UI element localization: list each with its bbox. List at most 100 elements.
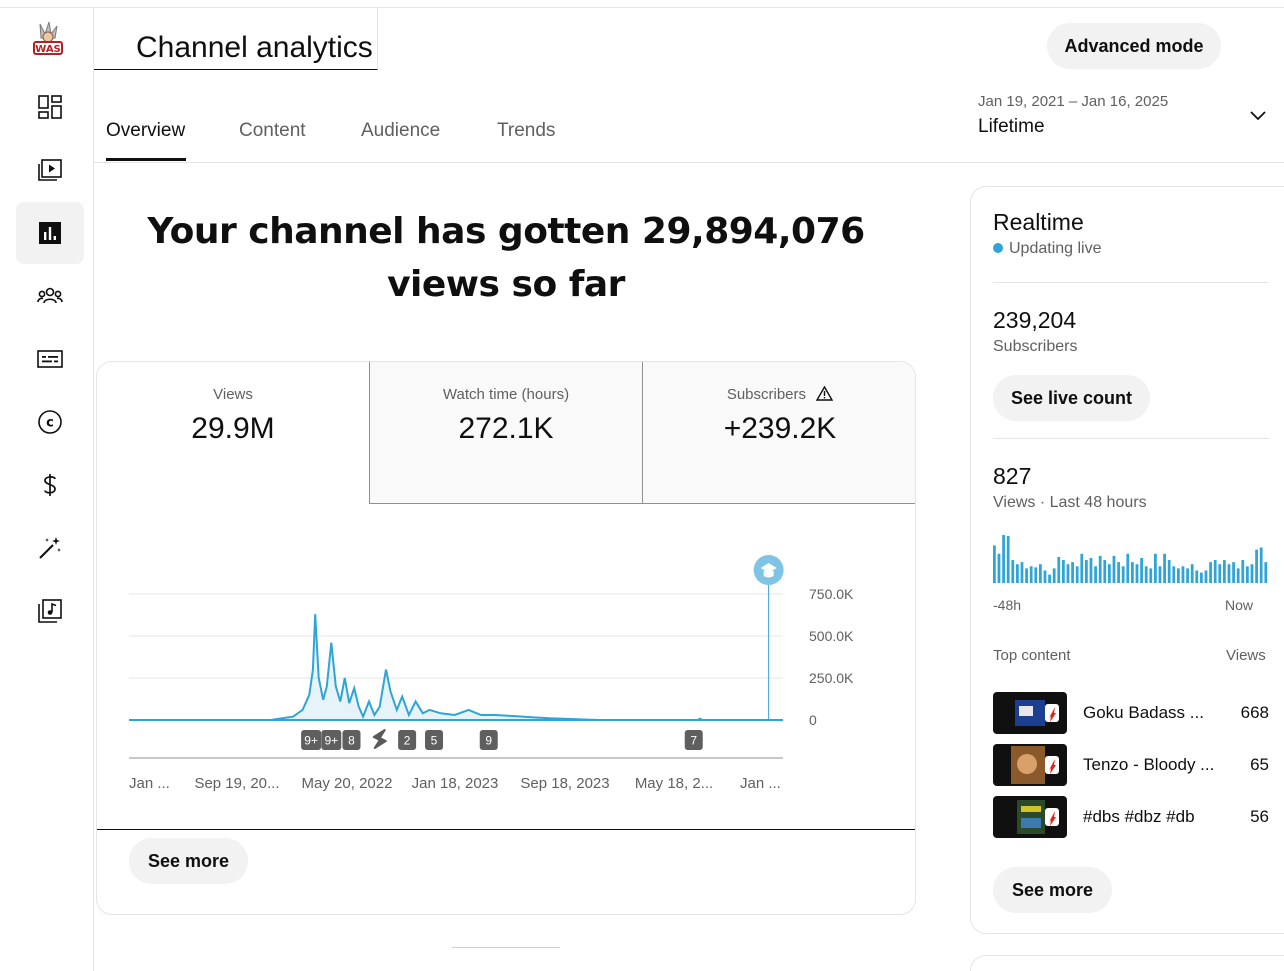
realtime-bar (1039, 564, 1042, 583)
realtime-bar (1232, 562, 1235, 583)
sidebar-item-subtitles[interactable] (16, 328, 84, 390)
top-content-item[interactable]: #dbs #dbz #db 56 (993, 796, 1269, 838)
metric-tab-views[interactable]: Views 29.9M (97, 362, 369, 504)
realtime-status-text: Updating live (1009, 240, 1102, 257)
date-range-picker[interactable]: Jan 19, 2021 – Jan 16, 2025 Lifetime (978, 92, 1278, 146)
tab-overview[interactable]: Overview (106, 120, 186, 141)
realtime-bar (1172, 566, 1176, 583)
next-card (970, 955, 1284, 971)
sidebar-item-earn[interactable] (16, 454, 84, 516)
realtime-bar (1071, 562, 1074, 583)
annotation-badge-label: 5 (431, 734, 438, 748)
sidebar-item-content[interactable] (16, 139, 84, 201)
subtitles-icon (37, 350, 63, 368)
top-content-title: Tenzo - Bloody ... (1083, 755, 1215, 774)
sidebar-item-analytics[interactable] (16, 202, 84, 264)
realtime-bar (1011, 560, 1015, 583)
realtime-bar (1098, 555, 1102, 583)
page-title: Channel analytics (94, 8, 378, 70)
metric-subscribers-label: Subscribers (726, 386, 807, 403)
metric-tab-watch-time[interactable]: Watch time (hours) 272.1K (369, 362, 643, 504)
annotation-badge (479, 730, 498, 750)
realtime-bar (1006, 536, 1010, 583)
realtime-bar (1204, 570, 1208, 583)
date-range-label: Lifetime (978, 116, 1045, 137)
top-content-item[interactable]: Goku Badass ... 668 (993, 692, 1269, 734)
y-tick-label: 500.0K (809, 628, 854, 644)
realtime-status: Updating live (993, 240, 1102, 258)
customization-icon (39, 537, 61, 559)
active-tab-indicator (106, 158, 186, 161)
video-thumbnail-image (993, 744, 1067, 786)
video-thumbnail (993, 692, 1067, 734)
shorts-icon (372, 729, 387, 749)
realtime-bar (1200, 572, 1203, 583)
tab-content[interactable]: Content (239, 120, 306, 141)
realtime-bar (1080, 553, 1084, 583)
sidebar-item-dashboard[interactable] (16, 76, 84, 138)
x-tick-label: Sep 18, 2023 (520, 775, 609, 792)
svg-text:c: c (46, 416, 54, 431)
realtime-bar (1140, 557, 1143, 583)
divider (993, 438, 1269, 439)
realtime-bar (1085, 560, 1088, 583)
x-tick-label: Jan ... (129, 775, 170, 792)
realtime-bar (1057, 556, 1061, 583)
tab-trends[interactable]: Trends (497, 120, 556, 141)
x-tick-label: Jan ... (740, 775, 781, 792)
realtime-bar (1135, 564, 1139, 583)
analytics-icon (39, 222, 61, 244)
top-content-views: 56 (1250, 807, 1269, 826)
sidebar-item-audio-library[interactable] (16, 580, 84, 642)
channel-logo-icon: WAS (33, 21, 63, 55)
top-content-label: Top content (993, 647, 1071, 664)
realtime-bar (1029, 566, 1033, 583)
tab-audience[interactable]: Audience (361, 120, 441, 141)
advanced-mode-button[interactable]: Advanced mode (1047, 23, 1221, 69)
realtime-bar (1020, 562, 1024, 583)
y-tick-label: 750.0K (809, 586, 854, 602)
top-content-views: 65 (1250, 755, 1269, 774)
top-content-title: Goku Badass ... (1083, 703, 1204, 722)
annotation-badge (342, 730, 361, 750)
realtime-bar (1108, 564, 1111, 583)
views-headline: Your channel has gotten 29,894,076 views… (147, 211, 865, 305)
realtime-bar (993, 545, 996, 583)
realtime-see-more-button[interactable]: See more (993, 867, 1112, 913)
realtime-axis-start: -48h (993, 597, 1022, 613)
x-tick-label: May 18, 2... (635, 775, 713, 792)
realtime-bar (1227, 564, 1231, 583)
realtime-card: Realtime Updating live 239,204 Subscribe… (970, 186, 1284, 934)
y-tick-label: 0 (809, 712, 817, 728)
video-thumbnail-image (993, 692, 1067, 734)
metric-watch-time-label: Watch time (hours) (442, 386, 570, 403)
x-tick-label: May 20, 2022 (302, 775, 393, 792)
realtime-bar (1213, 560, 1217, 583)
realtime-bar (1002, 535, 1005, 583)
y-tick-label: 250.0K (809, 670, 854, 686)
channel-logo[interactable]: WAS (31, 20, 65, 60)
realtime-bar (1025, 568, 1028, 583)
realtime-views-label: Views · Last 48 hours (993, 494, 1147, 511)
metric-subscribers-label-row: Subscribers (643, 386, 915, 403)
community-icon (37, 287, 63, 304)
metric-subscribers-value: +239.2K (723, 412, 837, 445)
content-icon (38, 159, 62, 181)
realtime-bar (1126, 553, 1130, 583)
series-line (129, 614, 783, 721)
sidebar-item-community[interactable] (16, 265, 84, 327)
metric-views-label: Views (213, 386, 253, 403)
warning-icon[interactable] (816, 386, 834, 401)
sidebar-item-copyright[interactable]: c (16, 391, 84, 453)
realtime-bar (1154, 553, 1157, 583)
sidebar-item-customization[interactable] (16, 517, 84, 579)
metric-tab-subscribers[interactable]: Subscribers +239.2K (643, 362, 915, 504)
see-more-button[interactable]: See more (129, 838, 248, 884)
realtime-bar (1181, 566, 1185, 583)
realtime-bar (1167, 560, 1171, 583)
top-content-item[interactable]: Tenzo - Bloody ... 65 (993, 744, 1269, 786)
realtime-bar (1048, 574, 1051, 583)
realtime-bar (997, 553, 1001, 583)
video-thumbnail (993, 796, 1067, 838)
see-live-count-button[interactable]: See live count (993, 375, 1150, 421)
